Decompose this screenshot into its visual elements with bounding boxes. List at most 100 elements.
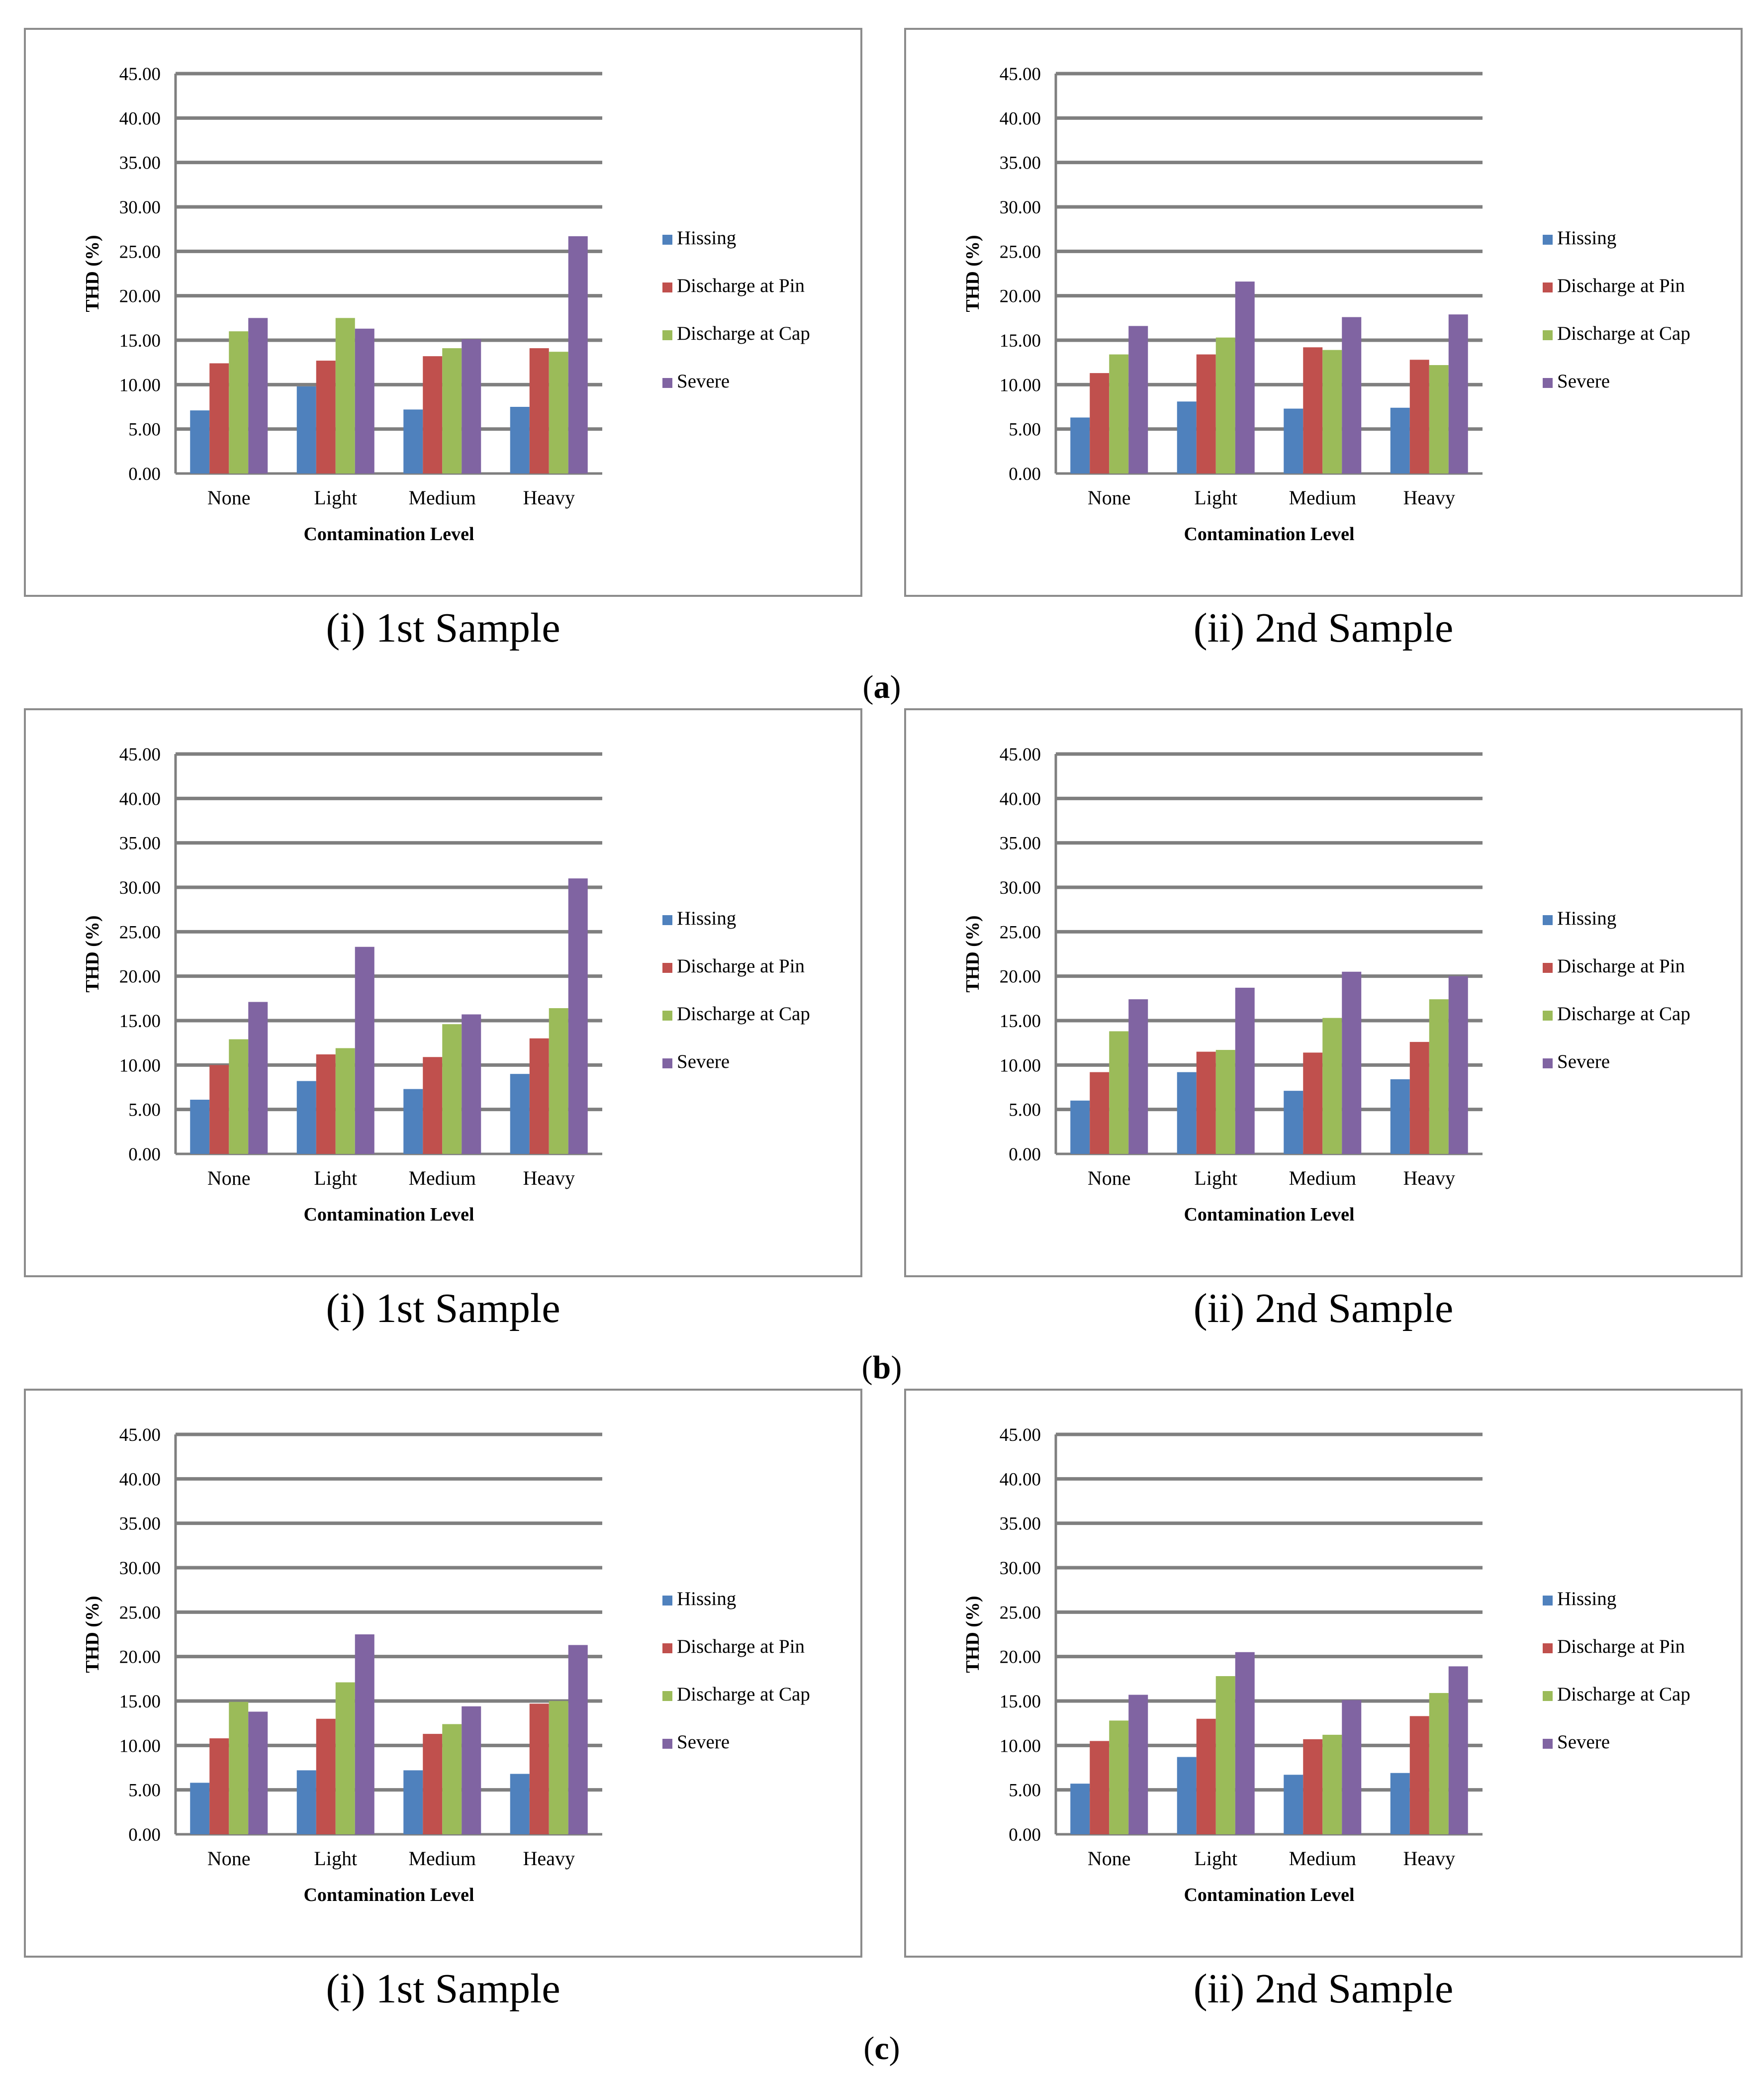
legend-swatch: [1543, 378, 1553, 388]
legend-label: Severe: [677, 371, 730, 392]
legend-label: Hissing: [677, 1588, 736, 1609]
y-tick-label: 30.00: [119, 878, 161, 898]
x-tick-label: Medium: [1289, 486, 1356, 509]
legend-label: Hissing: [1557, 227, 1616, 249]
legend-swatch: [662, 1596, 672, 1606]
y-tick-label: 40.00: [119, 108, 161, 129]
y-tick-label: 10.00: [1000, 1055, 1041, 1076]
legend-label: Hissing: [1557, 908, 1616, 929]
bar-hissing-light: [296, 1081, 316, 1154]
x-axis-title: Contamination Level: [1184, 524, 1354, 545]
legend-swatch: [662, 1643, 672, 1653]
y-tick-label: 45.00: [1000, 745, 1041, 765]
chart-caption: (i) 1st Sample: [326, 1285, 560, 1331]
x-axis-title: Contamination Level: [303, 524, 474, 545]
bar-discharge-at-cap-none: [229, 331, 249, 473]
chart-panel-c-2: 0.00 5.00 10.00 15.00 20.00 25.00 30.00 35.00 40…: [904, 1389, 1743, 2012]
legend-label: Discharge at Pin: [1557, 275, 1685, 296]
y-tick-label: 40.00: [119, 1469, 161, 1490]
bar-severe-heavy: [568, 1645, 588, 1834]
y-tick-label: 30.00: [1000, 1558, 1041, 1579]
x-tick-label: Light: [314, 486, 357, 509]
bar-discharge-at-pin-light: [316, 361, 336, 473]
chart-caption: (i) 1st Sample: [326, 1966, 560, 2012]
legend-label: Discharge at Cap: [1557, 1003, 1690, 1025]
bar-discharge-at-cap-heavy: [549, 1008, 568, 1154]
x-tick-label: Light: [1194, 1167, 1237, 1189]
bar-severe-heavy: [1448, 314, 1468, 473]
y-tick-label: 25.00: [1000, 242, 1041, 262]
bar-discharge-at-cap-none: [229, 1701, 249, 1834]
bar-severe-medium: [1342, 317, 1362, 473]
bar-severe-medium: [1342, 971, 1362, 1154]
y-tick-label: 20.00: [1000, 967, 1041, 987]
bar-severe-light: [355, 946, 374, 1154]
legend-label: Discharge at Cap: [677, 1684, 810, 1705]
legend-swatch: [662, 963, 672, 973]
x-tick-label: Heavy: [523, 486, 575, 509]
bar-discharge-at-pin-heavy: [529, 1038, 549, 1154]
y-tick-label: 45.00: [119, 1425, 161, 1445]
y-tick-label: 45.00: [1000, 1425, 1041, 1445]
x-tick-label: Medium: [1289, 1167, 1356, 1189]
legend-label: Severe: [677, 1051, 730, 1072]
legend-label: Hissing: [677, 227, 736, 249]
x-tick-label: Medium: [1289, 1847, 1356, 1870]
legend-swatch: [662, 915, 672, 925]
bar-hissing-heavy: [510, 1074, 530, 1154]
y-tick-label: 25.00: [1000, 1603, 1041, 1623]
legend-swatch: [662, 1058, 672, 1068]
y-tick-label: 30.00: [1000, 878, 1041, 898]
bar-discharge-at-cap-heavy: [1429, 999, 1449, 1154]
bar-discharge-at-cap-none: [1109, 1720, 1129, 1834]
bar-discharge-at-cap-light: [1215, 1676, 1235, 1834]
x-tick-label: Light: [314, 1847, 357, 1870]
y-tick-label: 0.00: [1009, 464, 1041, 484]
y-tick-label: 0.00: [1009, 1144, 1041, 1165]
legend-label: Discharge at Pin: [1557, 1636, 1685, 1657]
bar-severe-light: [355, 1634, 374, 1834]
y-tick-label: 10.00: [1000, 1736, 1041, 1756]
y-tick-label: 30.00: [119, 1558, 161, 1579]
y-tick-label: 5.00: [1009, 1781, 1041, 1801]
chart-caption: (i) 1st Sample: [326, 605, 560, 651]
x-tick-label: Heavy: [523, 1847, 575, 1870]
legend-swatch: [1543, 1739, 1553, 1749]
bar-hissing-light: [1177, 1072, 1197, 1154]
bar-severe-light: [1235, 1652, 1255, 1834]
legend-label: Discharge at Pin: [677, 275, 805, 296]
panel-label-a: (a): [863, 669, 901, 705]
bar-discharge-at-cap-light: [335, 1682, 355, 1834]
y-tick-label: 20.00: [1000, 1647, 1041, 1668]
y-tick-label: 25.00: [119, 922, 161, 943]
bar-severe-medium: [462, 1014, 481, 1154]
y-tick-label: 5.00: [1009, 420, 1041, 440]
chart-caption: (ii) 2nd Sample: [1194, 1285, 1454, 1331]
chart-caption: (ii) 2nd Sample: [1194, 605, 1454, 651]
bar-severe-heavy: [568, 236, 588, 473]
bar-discharge-at-cap-medium: [442, 1024, 462, 1154]
legend-swatch: [1543, 283, 1553, 292]
legend-swatch: [1543, 1011, 1553, 1021]
bar-hissing-none: [190, 1783, 210, 1834]
legend-label: Discharge at Cap: [1557, 1684, 1690, 1705]
chart-frame: [24, 1389, 862, 1958]
bar-discharge-at-pin-none: [209, 1065, 229, 1154]
legend-swatch: [1543, 1643, 1553, 1653]
x-tick-label: None: [1088, 1847, 1131, 1870]
bar-severe-light: [1235, 282, 1255, 473]
bar-severe-none: [248, 318, 268, 473]
x-tick-label: Medium: [408, 486, 476, 509]
bar-hissing-none: [190, 410, 210, 473]
bar-discharge-at-cap-medium: [1322, 1734, 1342, 1834]
bar-discharge-at-pin-light: [316, 1718, 336, 1834]
chart-panel-c-1: 0.00 5.00 10.00 15.00 20.00 25.00 30.00 35.00 40…: [24, 1389, 862, 2012]
bar-discharge-at-pin-none: [1090, 373, 1110, 473]
legend-label: Severe: [1557, 1051, 1610, 1072]
y-tick-label: 25.00: [119, 242, 161, 262]
bar-discharge-at-pin-none: [1090, 1741, 1110, 1834]
bar-severe-none: [1128, 326, 1148, 473]
bar-discharge-at-cap-medium: [442, 348, 462, 473]
bar-hissing-heavy: [1390, 1773, 1410, 1834]
